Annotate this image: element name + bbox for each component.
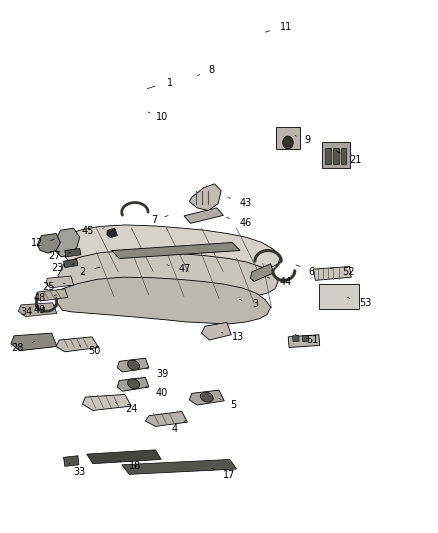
Polygon shape	[18, 303, 57, 317]
Text: 1: 1	[167, 78, 173, 87]
Text: 39: 39	[157, 369, 169, 379]
Polygon shape	[293, 335, 299, 342]
Polygon shape	[288, 335, 320, 348]
Polygon shape	[322, 142, 350, 168]
Polygon shape	[46, 276, 74, 288]
Text: 45: 45	[82, 227, 94, 236]
Polygon shape	[87, 450, 161, 464]
Polygon shape	[145, 411, 187, 426]
Text: 10: 10	[155, 112, 168, 122]
Circle shape	[283, 136, 293, 149]
Polygon shape	[64, 259, 78, 268]
Text: 25: 25	[42, 282, 55, 292]
Text: 44: 44	[279, 278, 292, 287]
Ellipse shape	[200, 392, 213, 402]
Text: 34: 34	[21, 307, 33, 317]
Text: 6: 6	[309, 267, 315, 277]
Text: 21: 21	[350, 155, 362, 165]
Polygon shape	[117, 377, 149, 391]
Polygon shape	[122, 459, 237, 474]
Polygon shape	[319, 284, 359, 309]
Text: 48: 48	[34, 294, 46, 303]
Polygon shape	[189, 390, 224, 405]
Polygon shape	[55, 228, 80, 257]
Polygon shape	[56, 277, 271, 324]
Polygon shape	[58, 251, 278, 298]
Text: 7: 7	[152, 215, 158, 224]
Polygon shape	[117, 358, 149, 372]
Text: 3: 3	[252, 299, 258, 309]
Text: 33: 33	[74, 467, 86, 477]
Text: 11: 11	[280, 22, 293, 31]
Text: 50: 50	[88, 346, 101, 356]
Polygon shape	[36, 289, 68, 301]
Polygon shape	[60, 225, 280, 273]
Ellipse shape	[127, 379, 140, 389]
Polygon shape	[341, 148, 346, 164]
Text: 24: 24	[125, 405, 137, 414]
Text: 43: 43	[240, 198, 252, 207]
Text: 13: 13	[232, 332, 244, 342]
Polygon shape	[325, 148, 331, 164]
Text: 5: 5	[230, 400, 236, 410]
Polygon shape	[333, 148, 339, 164]
Text: 4: 4	[171, 424, 177, 434]
Polygon shape	[65, 248, 81, 257]
Polygon shape	[313, 266, 351, 280]
Polygon shape	[107, 228, 117, 238]
Polygon shape	[37, 233, 60, 253]
Polygon shape	[56, 337, 99, 352]
Polygon shape	[201, 322, 231, 340]
Ellipse shape	[127, 360, 140, 370]
Polygon shape	[189, 184, 221, 211]
Text: 51: 51	[307, 335, 319, 345]
Polygon shape	[11, 333, 57, 351]
Polygon shape	[82, 394, 131, 410]
Polygon shape	[184, 208, 223, 223]
Polygon shape	[251, 264, 274, 281]
Text: 53: 53	[359, 298, 371, 308]
Text: 9: 9	[304, 135, 311, 144]
Text: 27: 27	[48, 251, 60, 261]
Text: 23: 23	[51, 263, 64, 272]
Polygon shape	[64, 456, 79, 466]
Text: 17: 17	[223, 471, 236, 480]
Text: 2: 2	[79, 267, 85, 277]
Text: 18: 18	[129, 462, 141, 471]
Polygon shape	[302, 335, 309, 342]
Text: 46: 46	[240, 218, 252, 228]
Text: 40: 40	[155, 389, 168, 398]
Polygon shape	[112, 243, 240, 259]
Text: 47: 47	[179, 264, 191, 273]
Text: 12: 12	[31, 238, 43, 247]
Text: 49: 49	[34, 305, 46, 315]
Text: 28: 28	[12, 343, 24, 352]
Text: 52: 52	[343, 267, 355, 277]
Text: 8: 8	[208, 66, 214, 75]
Polygon shape	[276, 127, 300, 149]
